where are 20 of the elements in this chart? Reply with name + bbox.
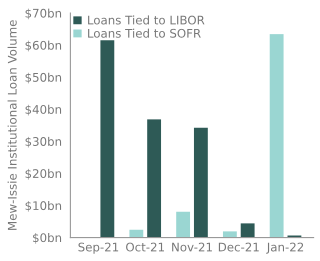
y-tick-label: $40bn (26, 104, 62, 116)
bar (268, 33, 285, 238)
y-tick-label: $10bn (26, 200, 62, 212)
x-tick-label: Nov-21 (172, 242, 212, 252)
x-tick-label: Sep-21 (78, 242, 118, 254)
y-tick-label: $50bn (26, 72, 62, 84)
legend-label: Loans Tied to SOFR (88, 28, 201, 38)
y-tick-label: $70bn (26, 8, 62, 20)
x-tick-label: Dec-21 (218, 242, 259, 252)
y-tick-label: $30bn (26, 136, 62, 148)
x-tick-label: Jan-22 (266, 242, 304, 254)
y-tick-label: $0bn (33, 233, 62, 244)
y-axis-title: Mew-Issie Institutional Loan Volume (8, 20, 17, 230)
x-tick-label: Oct-21 (126, 242, 164, 252)
bar (192, 126, 209, 238)
y-tick-label: $60bn (26, 40, 62, 52)
bar (99, 39, 116, 238)
y-tick-label: $20bn (26, 168, 62, 180)
legend-label: Loans Tied to LIBOR (88, 15, 204, 25)
bar (175, 210, 192, 238)
